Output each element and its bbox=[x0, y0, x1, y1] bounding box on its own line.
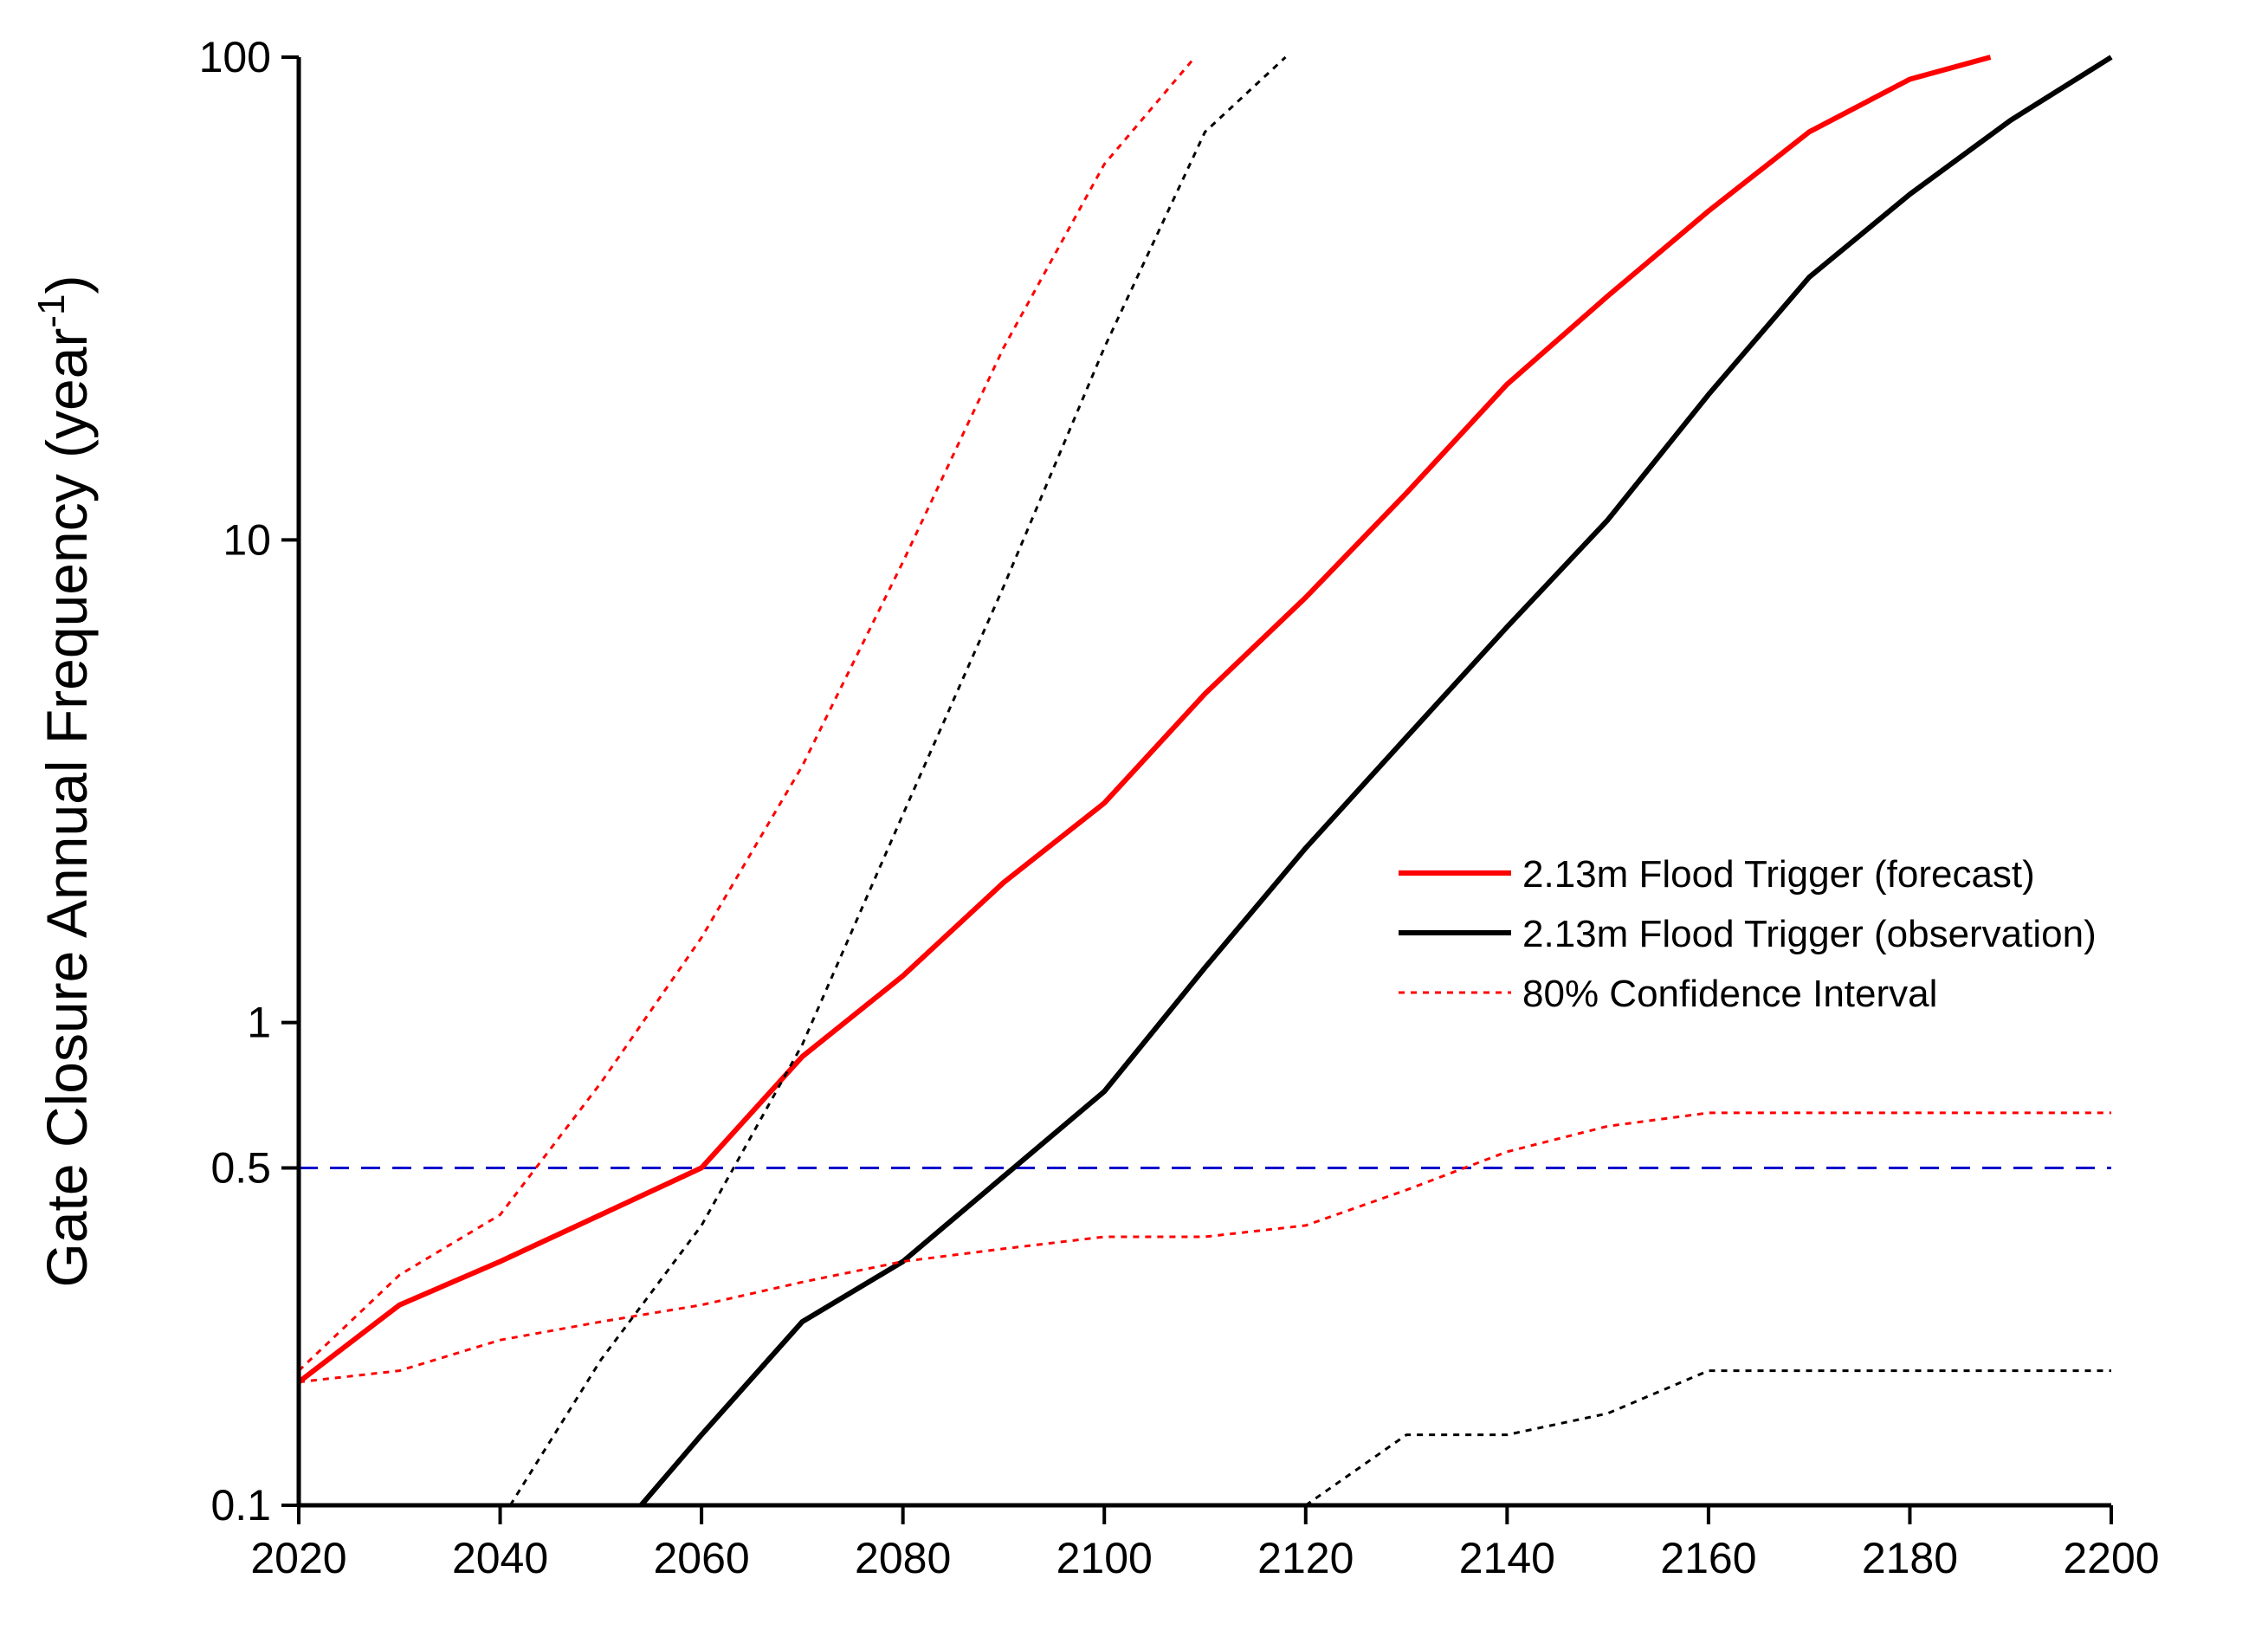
x-tick-label: 2100 bbox=[1056, 1534, 1153, 1582]
plot-series-group bbox=[297, 55, 2113, 1507]
legend-label-confidence: 80% Confidence Interval bbox=[1522, 973, 1937, 1015]
y-axis-title-main: Gate Closure Annual Frequency (year bbox=[35, 328, 99, 1288]
series-line-2-13m-flood-trigger-observation bbox=[639, 55, 2113, 1507]
y-tick-group: 0.1 0.5 1 10 100 bbox=[199, 33, 299, 1530]
y-tick-label: 0.1 bbox=[210, 1481, 271, 1530]
x-tick-label: 2040 bbox=[452, 1534, 548, 1582]
x-tick-group: 2020 2040 2060 2080 2100 2120 2140 2160 2180 2200 bbox=[250, 1505, 2160, 1582]
x-tick-label: 2180 bbox=[1862, 1534, 1958, 1582]
y-axis-title-close: ) bbox=[35, 275, 99, 294]
y-axis-title-superscript: -1 bbox=[30, 294, 73, 327]
x-tick-label: 2200 bbox=[2063, 1534, 2159, 1582]
series-line-2-13m-flood-trigger-forecast bbox=[297, 55, 1992, 1385]
x-tick-label: 2060 bbox=[653, 1534, 749, 1582]
y-tick-label: 1 bbox=[247, 999, 271, 1047]
y-tick-label: 10 bbox=[223, 515, 271, 564]
series-line-forecast-lower-bound bbox=[298, 1111, 2111, 1384]
series-line-observation-lower-bound bbox=[1304, 1369, 2111, 1507]
y-tick-label: 100 bbox=[199, 33, 271, 81]
legend-label-forecast: 2.13m Flood Trigger (forecast) bbox=[1522, 853, 2035, 896]
x-tick-label: 2160 bbox=[1660, 1534, 1756, 1582]
series-line-observation-upper-bound bbox=[508, 55, 1287, 1506]
x-tick-label: 2080 bbox=[855, 1534, 951, 1582]
axes-group bbox=[296, 57, 2111, 1508]
legend: 2.13m Flood Trigger (forecast) 2.13m Flo… bbox=[1399, 853, 2097, 1015]
y-tick-label: 0.5 bbox=[210, 1143, 271, 1192]
legend-label-observation: 2.13m Flood Trigger (observation) bbox=[1522, 913, 2097, 955]
x-tick-label: 2020 bbox=[250, 1534, 346, 1582]
y-axis-title: Gate Closure Annual Frequency (year-1) bbox=[30, 275, 99, 1287]
x-tick-label: 2140 bbox=[1459, 1534, 1555, 1582]
x-tick-label: 2120 bbox=[1257, 1534, 1354, 1582]
series-line-forecast-upper-bound bbox=[297, 56, 1197, 1372]
